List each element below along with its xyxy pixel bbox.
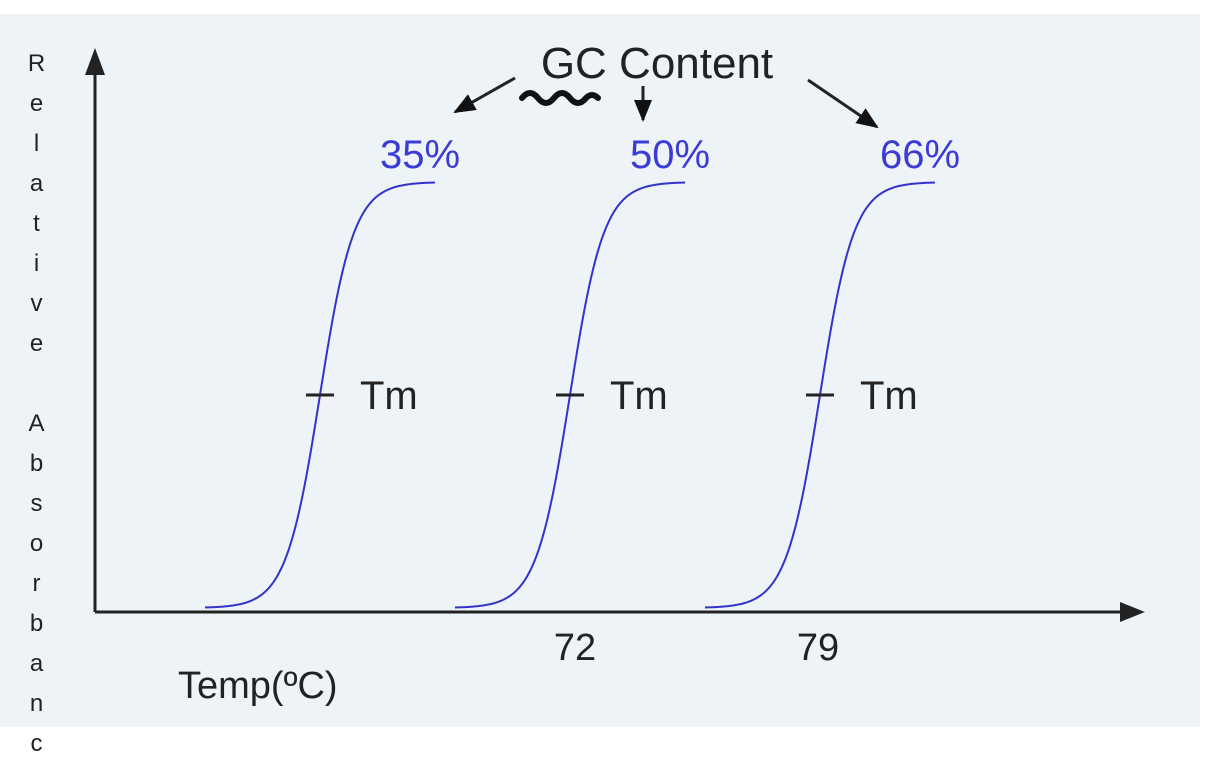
tm-label: Tm <box>360 374 418 418</box>
tm-label: Tm <box>860 374 918 418</box>
y-axis-label: Relative Absorbanc <box>23 50 50 770</box>
x-tick-label: 72 <box>554 627 596 669</box>
x-axis-arrow <box>1120 602 1145 622</box>
gc-label: 66% <box>880 133 960 177</box>
background <box>0 14 1200 727</box>
y-axis-arrow <box>85 48 105 75</box>
gc-label: 50% <box>630 133 710 177</box>
x-axis-label: Temp(ºC) <box>178 665 338 707</box>
title: GC Content <box>541 39 773 88</box>
arrow <box>453 76 516 114</box>
diagram: GC Content 72 79 Temp(ºC) Tm 35% Tm 50% Tm 66… <box>85 39 1145 707</box>
page: Relative Absorbanc GC Content 72 79 Temp… <box>0 14 1200 770</box>
arrow <box>807 78 879 129</box>
x-tick-label: 79 <box>797 627 839 669</box>
squiggle <box>519 90 601 106</box>
tm-label: Tm <box>610 374 668 418</box>
gc-label: 35% <box>380 133 460 177</box>
